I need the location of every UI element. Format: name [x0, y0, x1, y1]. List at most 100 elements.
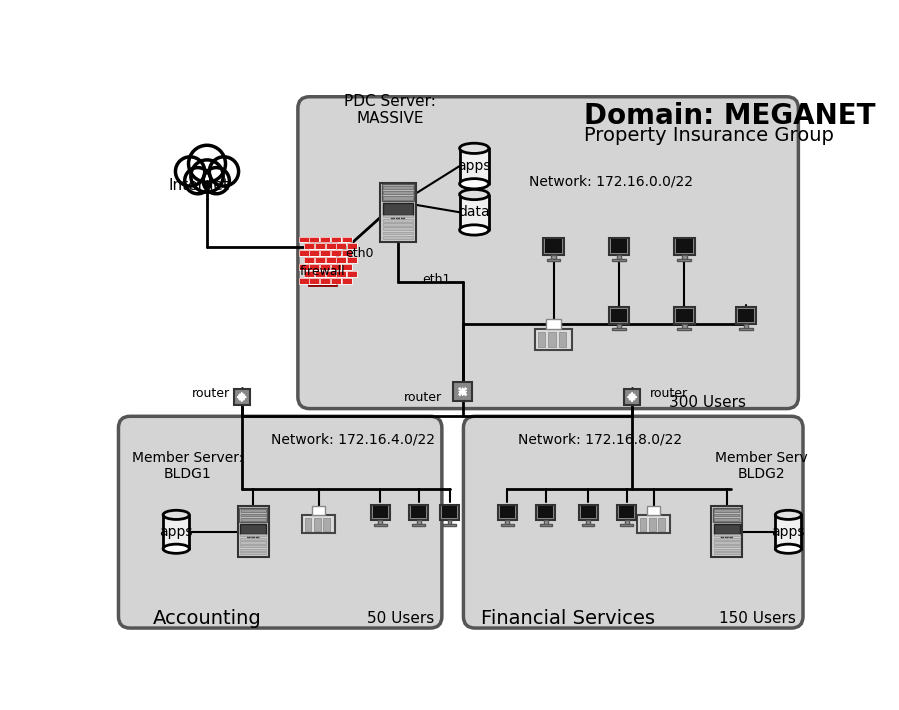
Bar	[382, 185, 414, 201]
Bar	[579, 505, 598, 520]
Bar	[658, 518, 664, 530]
Bar	[682, 255, 687, 259]
Bar	[738, 309, 754, 322]
Bar	[342, 251, 352, 256]
Bar	[713, 508, 741, 523]
Text: 50 Users: 50 Users	[367, 611, 434, 626]
Bar	[624, 389, 640, 405]
Bar	[625, 520, 628, 525]
Bar	[674, 307, 695, 324]
Bar	[637, 515, 670, 533]
Bar	[238, 506, 269, 557]
Text: router: router	[404, 391, 442, 404]
Bar	[325, 257, 335, 263]
Bar	[373, 506, 387, 518]
Bar	[325, 257, 335, 263]
Bar	[617, 255, 621, 259]
Circle shape	[247, 535, 250, 538]
Bar	[309, 278, 319, 284]
Bar	[336, 271, 346, 277]
Text: Network: 172.16.0.0/22: Network: 172.16.0.0/22	[530, 175, 693, 188]
Bar	[347, 271, 357, 277]
Bar	[320, 264, 330, 270]
Bar	[443, 525, 456, 526]
Bar	[312, 506, 325, 515]
Bar	[382, 219, 414, 222]
Bar	[459, 148, 489, 184]
Bar	[324, 518, 330, 530]
Bar	[308, 256, 336, 257]
Bar	[342, 278, 352, 284]
Bar	[336, 244, 346, 249]
Bar	[342, 264, 352, 270]
Bar	[676, 309, 693, 322]
Bar	[309, 264, 319, 270]
Bar	[308, 277, 336, 278]
Bar	[378, 520, 382, 525]
Ellipse shape	[459, 190, 489, 200]
Bar	[325, 244, 335, 249]
Bar	[744, 324, 748, 329]
Bar	[240, 541, 266, 543]
Bar	[241, 513, 265, 516]
Bar	[331, 251, 341, 256]
Bar	[498, 505, 517, 520]
Bar	[315, 257, 325, 263]
Bar	[342, 251, 352, 256]
Circle shape	[189, 146, 226, 182]
Bar	[609, 238, 629, 255]
Bar	[308, 284, 336, 285]
Bar	[298, 264, 308, 270]
Text: PDC Server:
MASSIVE: PDC Server: MASSIVE	[344, 94, 436, 126]
Bar	[347, 257, 357, 263]
Bar	[505, 520, 509, 525]
Bar	[298, 251, 308, 256]
Text: Network: 172.16.4.0/22: Network: 172.16.4.0/22	[271, 432, 435, 447]
Bar	[304, 271, 314, 277]
Text: firewall: firewall	[299, 265, 345, 278]
Text: Accounting: Accounting	[153, 608, 262, 628]
Bar	[618, 505, 636, 520]
Bar	[309, 264, 319, 270]
Bar	[501, 525, 513, 526]
Circle shape	[191, 160, 223, 192]
Bar	[347, 244, 357, 249]
Bar	[382, 231, 414, 234]
Bar	[298, 264, 308, 270]
Bar	[739, 329, 753, 330]
Bar	[409, 505, 428, 520]
Bar	[308, 249, 336, 251]
Bar	[336, 271, 346, 277]
Bar	[347, 244, 357, 249]
Bar	[548, 332, 556, 346]
Bar	[714, 552, 740, 555]
Bar	[325, 271, 335, 277]
Bar	[240, 534, 266, 536]
Bar	[676, 239, 693, 253]
Text: apps: apps	[159, 525, 193, 539]
Bar	[382, 227, 414, 230]
Bar	[647, 506, 660, 515]
Bar	[320, 251, 330, 256]
Bar	[240, 552, 266, 555]
Bar	[537, 505, 556, 520]
Bar	[535, 329, 572, 349]
Bar	[612, 259, 626, 261]
Bar	[714, 549, 740, 551]
Bar	[714, 545, 740, 547]
Bar	[325, 244, 335, 249]
Bar	[620, 525, 633, 526]
Circle shape	[256, 535, 259, 538]
Text: Member Server:
BLDG1: Member Server: BLDG1	[132, 452, 244, 481]
Bar	[234, 389, 250, 405]
Bar	[382, 203, 414, 215]
Bar	[649, 518, 655, 530]
Bar	[325, 271, 335, 277]
Bar	[240, 545, 266, 547]
Bar	[775, 515, 802, 549]
Ellipse shape	[459, 225, 489, 235]
Bar	[459, 195, 489, 230]
Bar	[308, 270, 336, 271]
Bar	[711, 506, 743, 557]
Bar	[315, 244, 325, 249]
